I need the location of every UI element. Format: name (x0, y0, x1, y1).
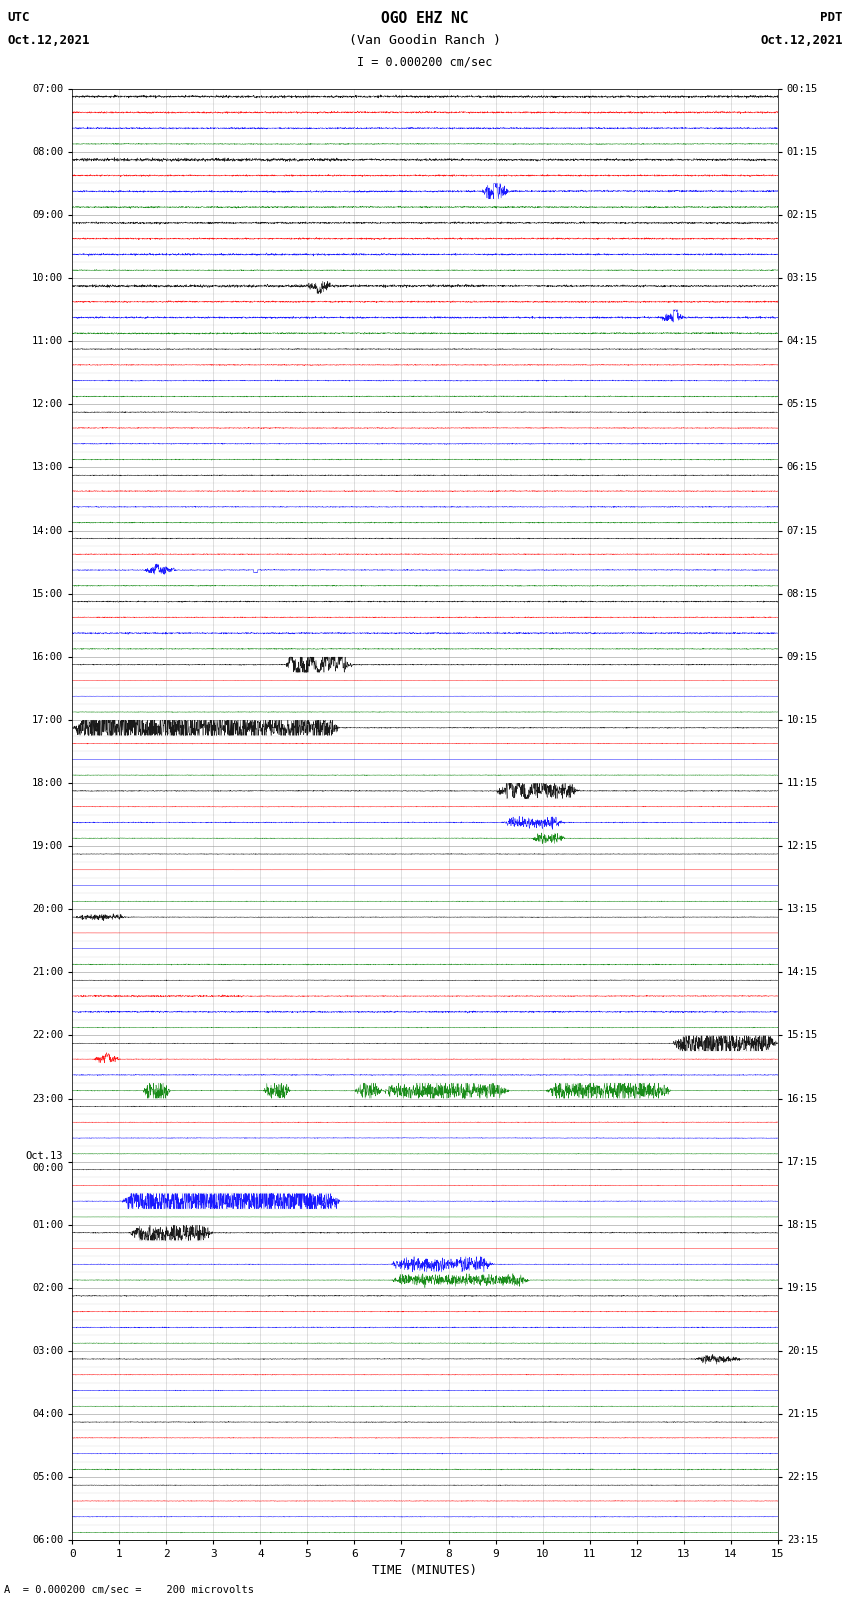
Text: Oct.12,2021: Oct.12,2021 (760, 34, 843, 47)
Text: A  = 0.000200 cm/sec =    200 microvolts: A = 0.000200 cm/sec = 200 microvolts (3, 1586, 253, 1595)
Text: I = 0.000200 cm/sec: I = 0.000200 cm/sec (357, 55, 493, 68)
X-axis label: TIME (MINUTES): TIME (MINUTES) (372, 1563, 478, 1576)
Text: Oct.12,2021: Oct.12,2021 (7, 34, 90, 47)
Text: UTC: UTC (7, 11, 30, 24)
Text: PDT: PDT (820, 11, 843, 24)
Text: (Van Goodin Ranch ): (Van Goodin Ranch ) (349, 34, 501, 47)
Text: OGO EHZ NC: OGO EHZ NC (382, 11, 468, 26)
